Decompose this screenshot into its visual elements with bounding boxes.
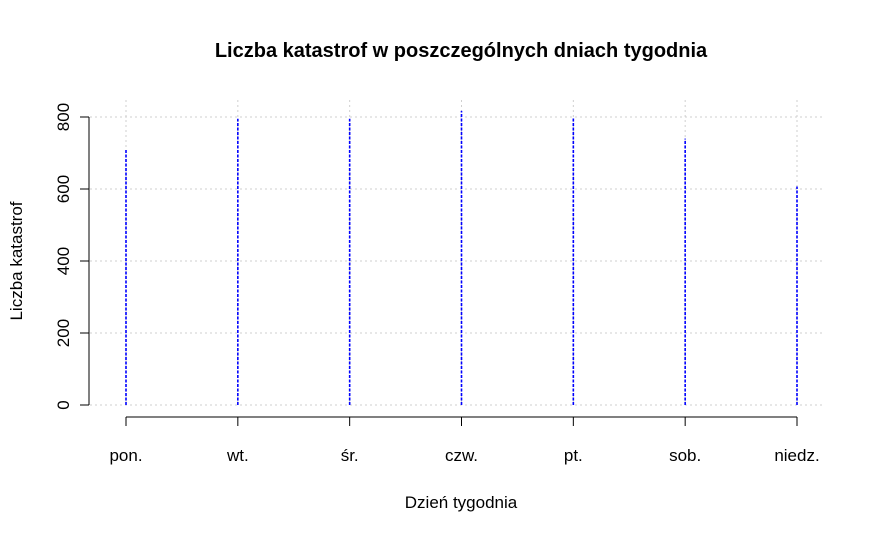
y-tick-label: 200 <box>54 319 73 347</box>
y-tick-label: 600 <box>54 175 73 203</box>
y-tick-label: 800 <box>54 103 73 131</box>
y-tick-label: 400 <box>54 247 73 275</box>
x-tick-label: sob. <box>669 446 701 465</box>
x-tick-label: wt. <box>226 446 249 465</box>
y-axis-ticks: 0 200 400 600 800 <box>54 103 89 410</box>
x-axis-ticks: pon. wt. śr. czw. pt. sob. niedz. <box>109 417 820 465</box>
x-tick-label: śr. <box>341 446 359 465</box>
y-tick-label: 0 <box>54 400 73 409</box>
chart-title: Liczba katastrof w poszczególnych dniach… <box>215 40 708 62</box>
y-axis-label: Liczba katastrof <box>7 201 26 320</box>
bars <box>125 110 798 405</box>
x-tick-label: niedz. <box>774 446 819 465</box>
x-tick-label: pon. <box>109 446 142 465</box>
grid <box>90 100 823 406</box>
x-tick-label: pt. <box>564 446 583 465</box>
x-axis-label: Dzień tygodnia <box>405 493 518 512</box>
x-tick-label: czw. <box>445 446 478 465</box>
